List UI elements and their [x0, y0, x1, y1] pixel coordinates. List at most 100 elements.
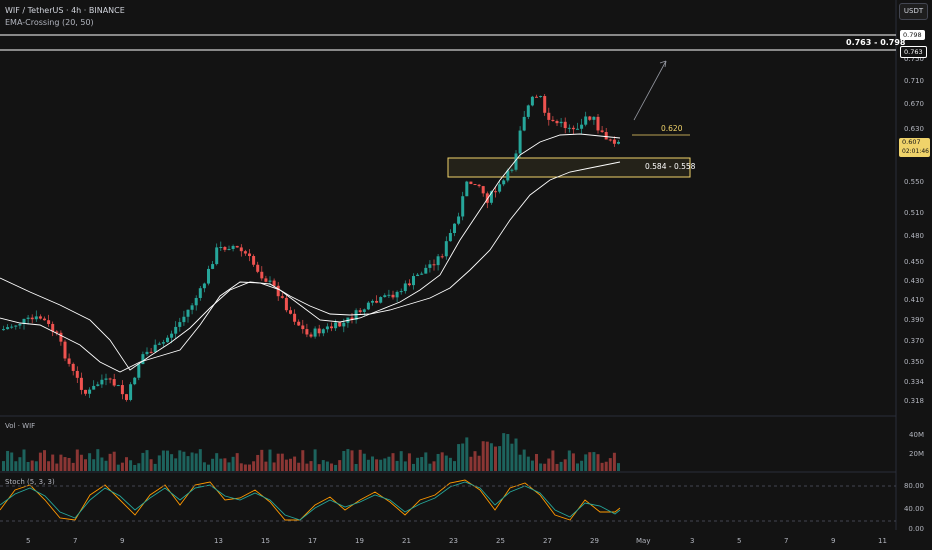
volume-bar — [366, 459, 370, 471]
candle-body — [14, 325, 18, 327]
volume-bar — [14, 461, 18, 471]
date-tick: 9 — [831, 537, 836, 545]
candle-body — [510, 169, 514, 171]
volume-bar — [338, 460, 342, 471]
volume-bar — [617, 463, 620, 471]
date-tick: 5 — [26, 537, 31, 545]
volume-bar — [362, 453, 366, 471]
volume-bar — [26, 461, 30, 471]
candle-body — [407, 283, 411, 286]
volume-bar — [391, 453, 395, 471]
price-tick: 0.450 — [903, 258, 924, 266]
candle-body — [494, 191, 497, 193]
volume-bar — [436, 453, 440, 471]
candle-body — [92, 385, 96, 390]
candle-body — [608, 139, 612, 141]
candle-body — [43, 318, 46, 321]
volume-bar — [92, 459, 96, 471]
date-tick: 19 — [355, 537, 364, 545]
volume-pane-title[interactable]: Vol · WIF — [5, 422, 36, 430]
candle-body — [129, 384, 133, 400]
candle-body — [317, 328, 321, 334]
candle-body — [96, 384, 100, 386]
candle-body — [47, 320, 51, 324]
candle-body — [79, 377, 83, 390]
volume-bar — [178, 450, 182, 471]
candle-body — [313, 328, 317, 337]
candle-body — [465, 181, 469, 197]
volume-bar — [559, 461, 563, 471]
volume-bar — [530, 460, 534, 471]
stoch-tick: 80.00 — [903, 482, 924, 490]
date-tick: 13 — [214, 537, 223, 545]
candle-body — [481, 186, 485, 194]
volume-bar — [518, 454, 522, 471]
current-price-tag: 0.607 02:01:46 — [899, 138, 930, 157]
volume-bar — [116, 464, 120, 471]
candle-body — [391, 294, 395, 298]
volume-bar — [424, 452, 428, 471]
candle-body — [489, 191, 493, 203]
candle-body — [571, 127, 575, 130]
candle-body — [223, 247, 227, 250]
candle-body — [461, 196, 465, 217]
volume-bar — [387, 456, 391, 471]
candle-body — [280, 296, 284, 298]
volume-bar — [543, 463, 547, 471]
volume-bar — [264, 461, 268, 471]
volume-bar — [412, 463, 415, 471]
candle-body — [547, 112, 551, 120]
currency-button[interactable]: USDT — [899, 3, 928, 20]
candle-body — [166, 337, 169, 343]
date-tick: 23 — [449, 537, 458, 545]
candle-body — [104, 378, 108, 380]
volume-bar — [416, 457, 420, 471]
volume-bar — [563, 459, 567, 471]
price-tick: 0.630 — [903, 125, 924, 133]
candle-body — [485, 193, 489, 203]
volume-bar — [379, 459, 383, 471]
volume-bar — [63, 457, 67, 471]
current-price: 0.607 — [902, 138, 921, 146]
candle-body — [133, 377, 137, 385]
volume-bar — [239, 463, 243, 471]
volume-bar — [375, 459, 379, 471]
target-bottom-price-tag: 0.763 — [900, 46, 927, 58]
volume-bar — [305, 463, 309, 471]
volume-bar — [301, 450, 305, 471]
volume-bar — [268, 449, 272, 471]
stoch-pane-title[interactable]: Stoch (5, 3, 3) — [5, 478, 55, 486]
candle-body — [334, 322, 338, 329]
volume-bar — [399, 451, 403, 471]
date-tick: 29 — [590, 537, 599, 545]
candle-body — [383, 295, 387, 298]
candle-body — [567, 127, 571, 129]
candle-body — [612, 139, 616, 144]
volume-bar — [182, 451, 186, 471]
candle-body — [399, 291, 403, 293]
date-tick: 21 — [402, 537, 411, 545]
price-tick: 0.430 — [903, 277, 924, 285]
stoch-d-line — [0, 481, 621, 521]
candle-body — [309, 334, 313, 337]
candle-body — [395, 291, 399, 298]
volume-bar — [502, 433, 506, 471]
volume-bar — [325, 461, 329, 471]
candle-body — [276, 285, 280, 297]
symbol-title[interactable]: WIF / TetherUS · 4h · BINANCE — [5, 6, 125, 15]
volume-bar — [481, 441, 485, 471]
price-tick: 0.334 — [903, 378, 924, 386]
volume-bar — [485, 441, 489, 471]
candle-body — [600, 130, 604, 133]
volume-bar — [465, 437, 469, 471]
candle-body — [153, 344, 157, 352]
volume-bar — [526, 456, 530, 471]
candle-body — [379, 297, 383, 303]
ema-indicator-label[interactable]: EMA-Crossing (20, 50) — [5, 18, 94, 27]
candle-body — [260, 271, 264, 279]
volume-bar — [350, 450, 354, 471]
volume-bar — [141, 452, 145, 471]
volume-bar — [469, 456, 473, 471]
candle-body — [321, 329, 325, 334]
